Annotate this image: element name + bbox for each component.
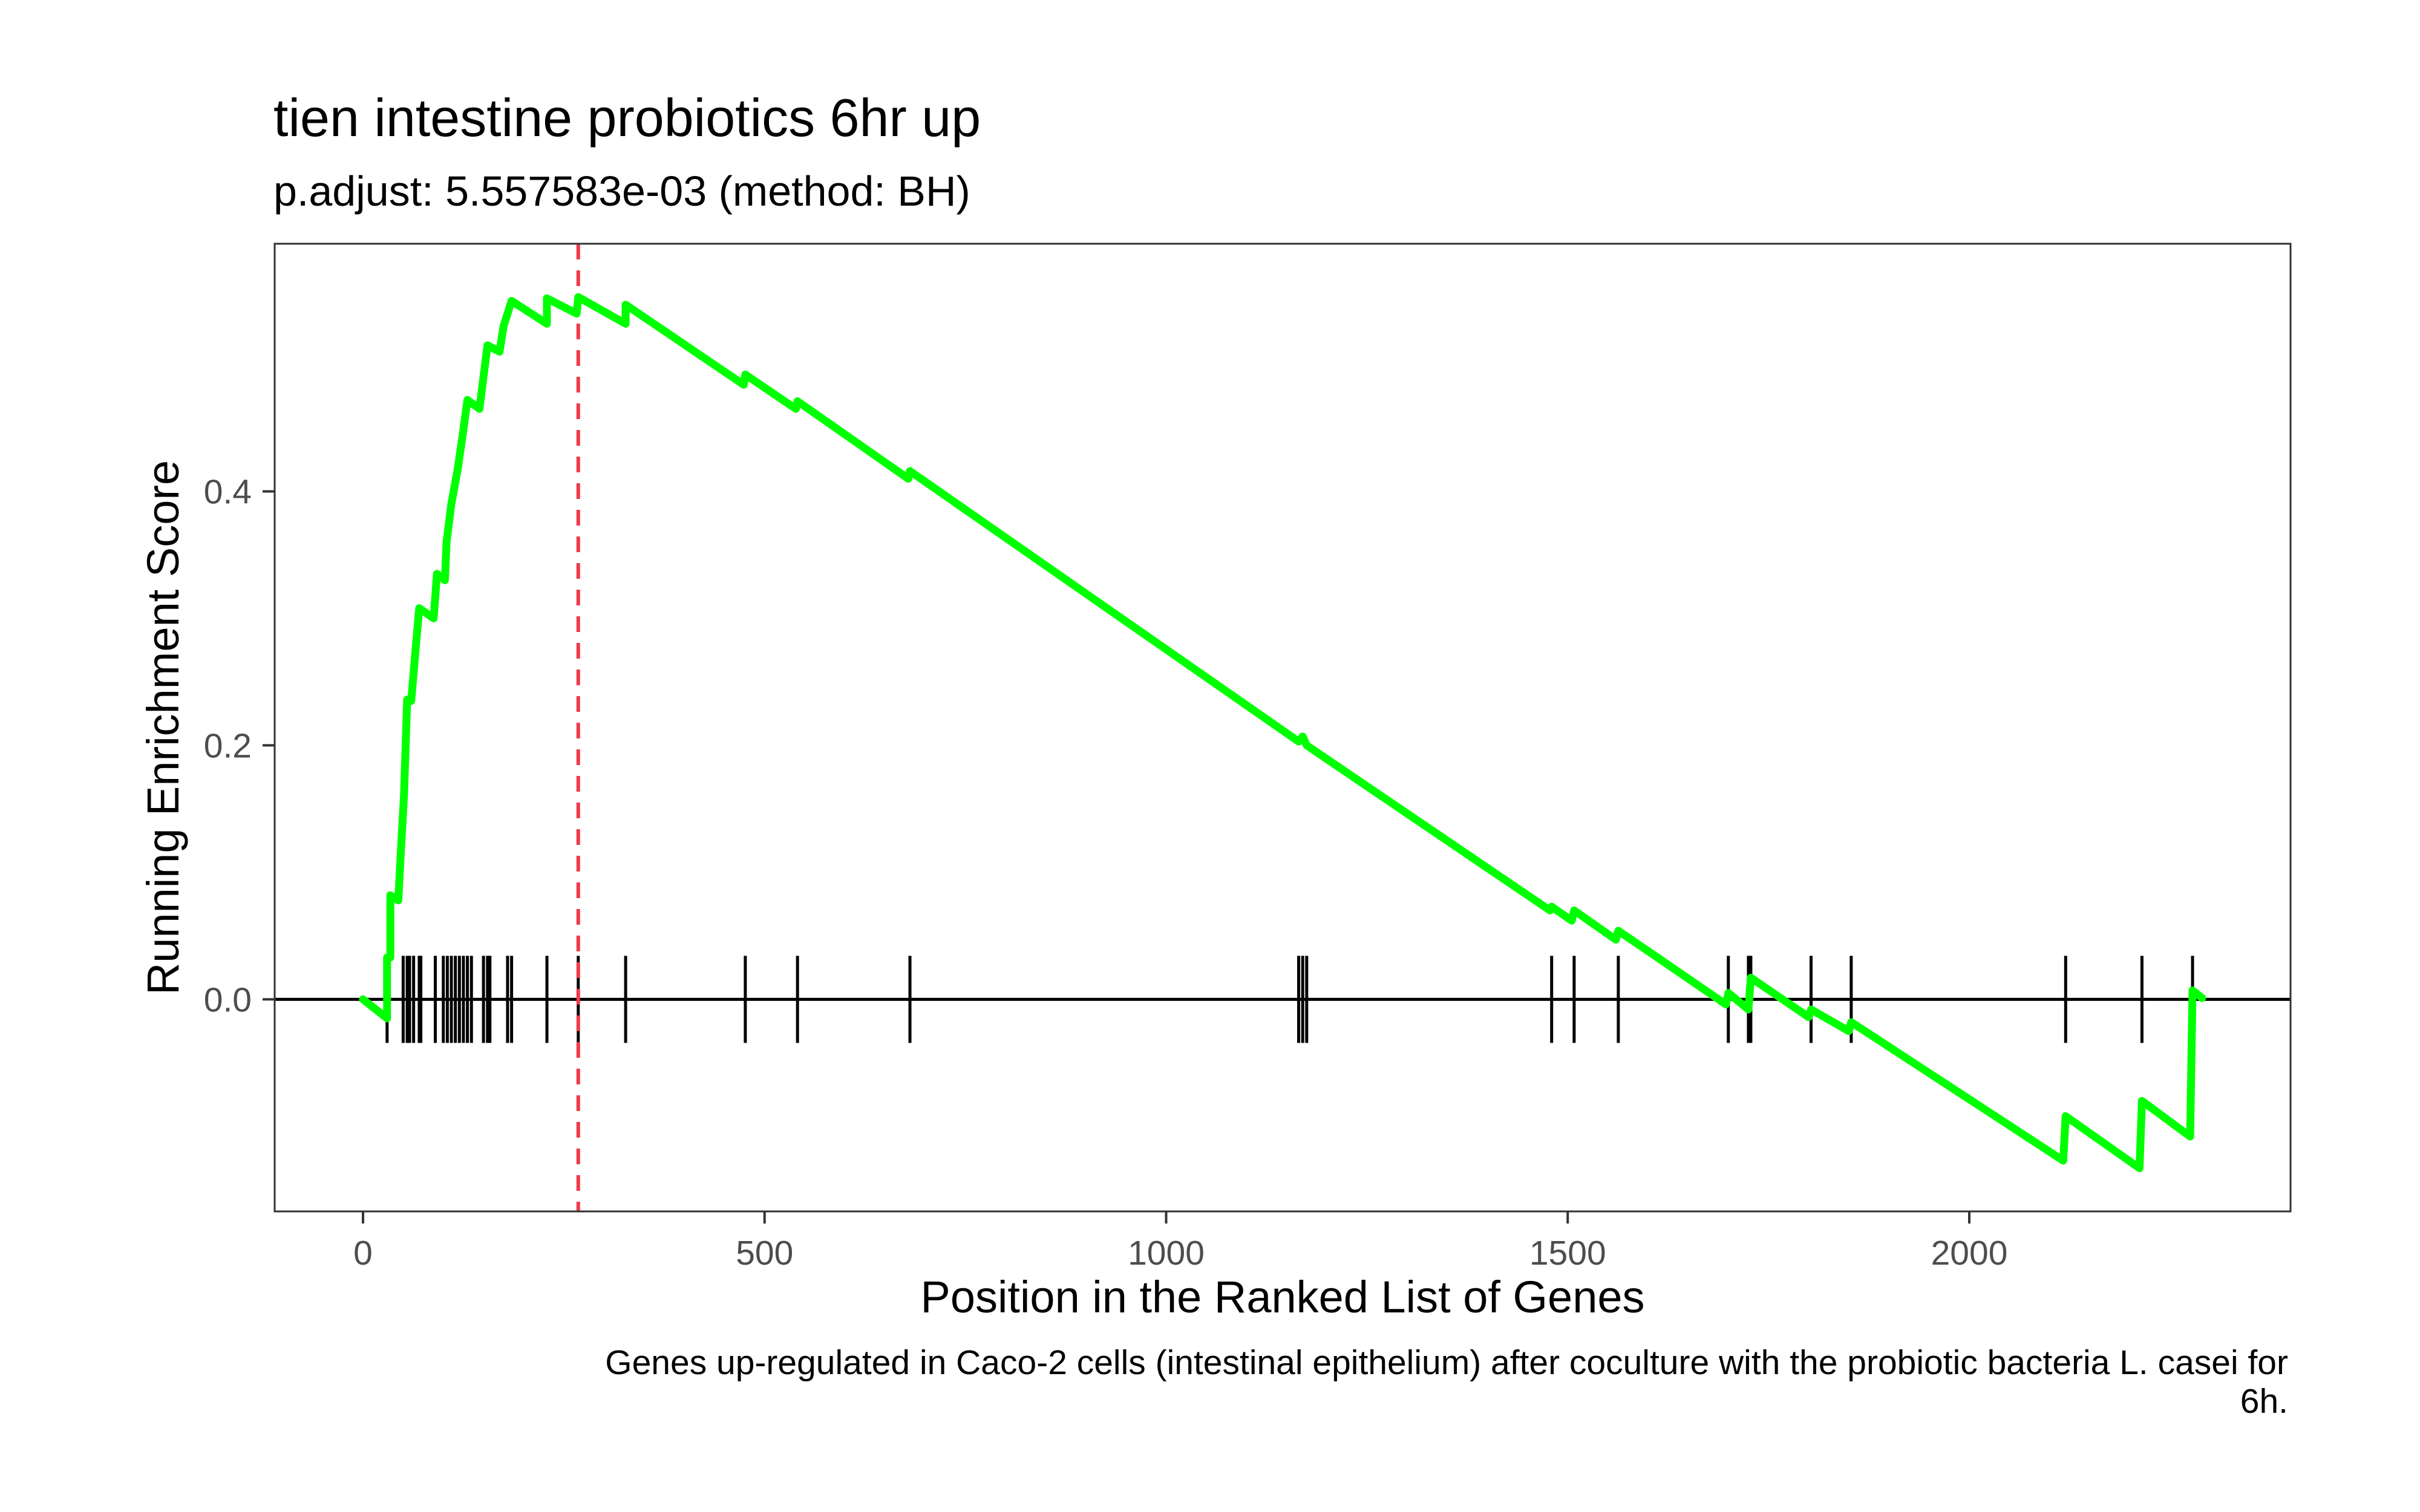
x-tick-label: 0 bbox=[353, 1234, 373, 1272]
x-tick-label: 1500 bbox=[1529, 1234, 1606, 1272]
x-tick-label: 1000 bbox=[1128, 1234, 1205, 1272]
x-axis-title: Position in the Ranked List of Genes bbox=[920, 1272, 1644, 1322]
caption-line-1: Genes up-regulated in Caco-2 cells (inte… bbox=[605, 1343, 2288, 1382]
panel-frame bbox=[273, 243, 2292, 1213]
y-tick-label: 0.0 bbox=[204, 980, 252, 1019]
running-enrichment-score-line bbox=[359, 293, 2206, 1173]
x-tick-label: 2000 bbox=[1931, 1234, 2008, 1272]
y-tick-label: 0.4 bbox=[204, 472, 252, 511]
caption-line-2: 6h. bbox=[2240, 1382, 2288, 1421]
chart-title: tien intestine probiotics 6hr up bbox=[273, 88, 981, 148]
y-axis-title: Running Enrichment Score bbox=[138, 460, 188, 995]
x-tick-label: 500 bbox=[736, 1234, 793, 1272]
chart-subtitle: p.adjust: 5.557583e-03 (method: BH) bbox=[273, 168, 970, 215]
x-axis: 0 500 1000 1500 2000 bbox=[353, 1211, 2007, 1272]
y-axis: 0.0 0.2 0.4 bbox=[204, 472, 275, 1019]
y-tick-label: 0.2 bbox=[204, 726, 252, 765]
